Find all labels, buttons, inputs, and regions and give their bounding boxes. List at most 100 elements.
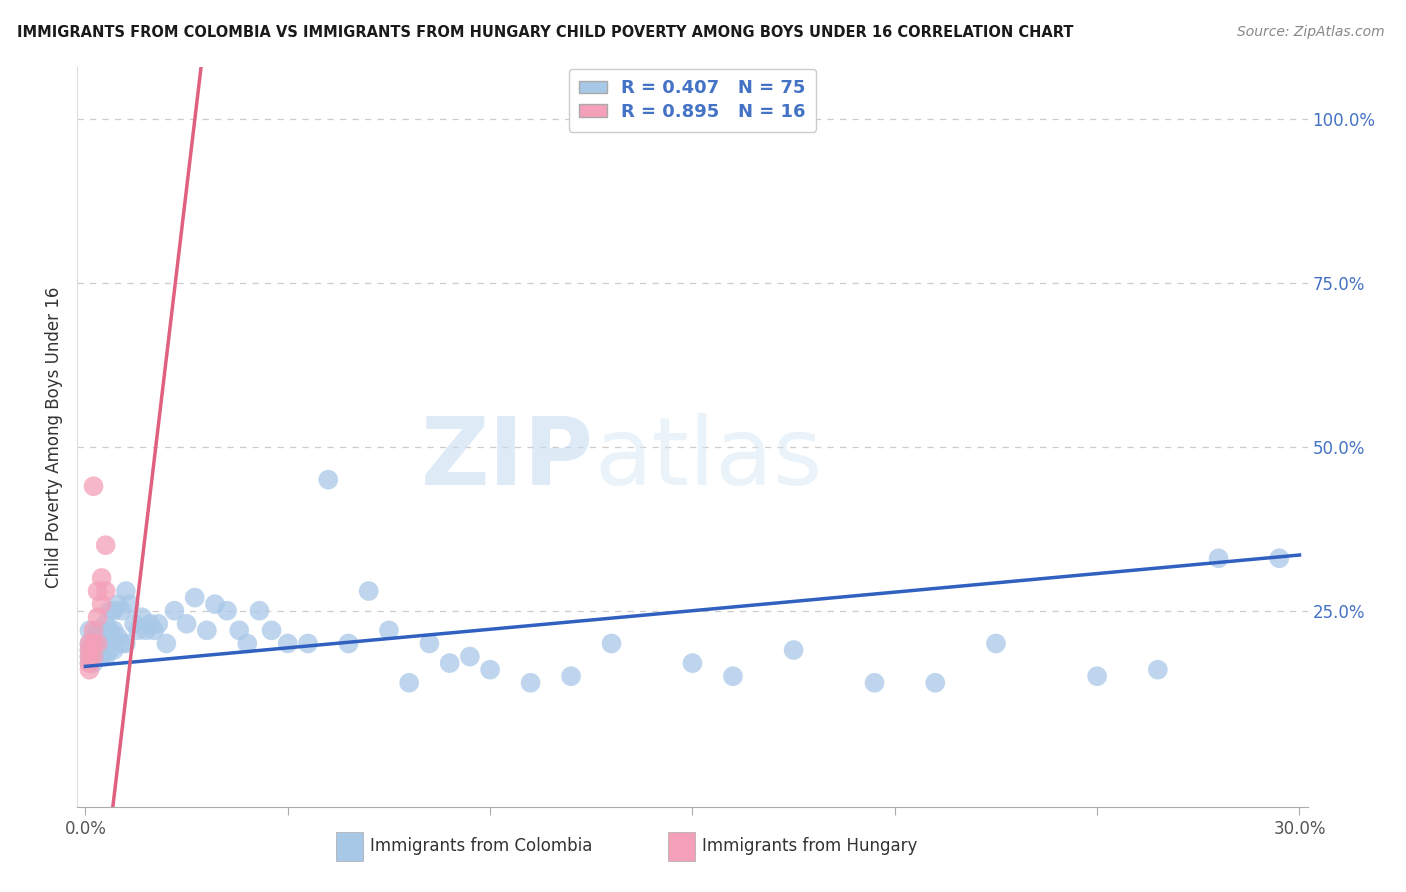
Point bbox=[236, 636, 259, 650]
Point bbox=[163, 604, 186, 618]
Point bbox=[103, 624, 125, 638]
Point bbox=[1208, 551, 1230, 566]
Point bbox=[782, 643, 804, 657]
Point bbox=[90, 571, 112, 585]
Point bbox=[86, 649, 108, 664]
Point bbox=[98, 604, 121, 618]
Point bbox=[79, 643, 101, 657]
Point bbox=[135, 624, 157, 638]
Point bbox=[83, 636, 105, 650]
Point bbox=[439, 656, 461, 670]
Point bbox=[86, 643, 108, 657]
Point bbox=[148, 616, 170, 631]
Text: atlas: atlas bbox=[595, 413, 823, 505]
Point bbox=[83, 649, 105, 664]
Point bbox=[83, 636, 105, 650]
Point bbox=[94, 538, 117, 552]
Point bbox=[94, 630, 117, 644]
Point bbox=[83, 630, 105, 644]
Point bbox=[183, 591, 205, 605]
Bar bbox=[336, 832, 363, 861]
Point bbox=[90, 597, 112, 611]
Point bbox=[378, 624, 401, 638]
Point bbox=[79, 649, 101, 664]
Text: Immigrants from Hungary: Immigrants from Hungary bbox=[703, 838, 918, 855]
Point bbox=[79, 636, 101, 650]
Point bbox=[94, 584, 117, 599]
Point bbox=[90, 649, 112, 664]
Point bbox=[1147, 663, 1170, 677]
Point bbox=[863, 675, 886, 690]
Point bbox=[122, 616, 145, 631]
Point bbox=[458, 649, 481, 664]
Text: ZIP: ZIP bbox=[422, 413, 595, 505]
Point bbox=[103, 604, 125, 618]
Point bbox=[83, 649, 105, 664]
Point bbox=[924, 675, 946, 690]
Point bbox=[176, 616, 198, 631]
Point bbox=[115, 636, 138, 650]
Point bbox=[86, 636, 108, 650]
Point bbox=[94, 616, 117, 631]
Point bbox=[83, 643, 105, 657]
Point bbox=[277, 636, 299, 650]
Point bbox=[79, 656, 101, 670]
Point bbox=[398, 675, 420, 690]
Point bbox=[98, 624, 121, 638]
Point bbox=[127, 624, 149, 638]
Point bbox=[600, 636, 623, 650]
Point bbox=[204, 597, 226, 611]
Point bbox=[86, 636, 108, 650]
Point bbox=[1268, 551, 1291, 566]
Point bbox=[721, 669, 744, 683]
Point bbox=[682, 656, 704, 670]
Point bbox=[115, 584, 138, 599]
Point bbox=[83, 656, 105, 670]
Text: Source: ZipAtlas.com: Source: ZipAtlas.com bbox=[1237, 25, 1385, 39]
Point bbox=[316, 473, 339, 487]
Point bbox=[143, 624, 166, 638]
Point bbox=[90, 624, 112, 638]
Point bbox=[94, 649, 117, 664]
Bar bbox=[668, 832, 695, 861]
Point bbox=[90, 636, 112, 650]
Point bbox=[107, 597, 129, 611]
Point bbox=[479, 663, 502, 677]
Point bbox=[98, 643, 121, 657]
Point bbox=[118, 597, 141, 611]
Point bbox=[418, 636, 440, 650]
Point bbox=[79, 663, 101, 677]
Point bbox=[297, 636, 319, 650]
Point bbox=[260, 624, 283, 638]
Point bbox=[86, 584, 108, 599]
Point bbox=[79, 656, 101, 670]
Point bbox=[111, 636, 134, 650]
Point bbox=[86, 624, 108, 638]
Point bbox=[83, 479, 105, 493]
Point bbox=[131, 610, 153, 624]
Point bbox=[1085, 669, 1108, 683]
Point bbox=[228, 624, 250, 638]
Point bbox=[79, 649, 101, 664]
Point bbox=[86, 610, 108, 624]
Point bbox=[984, 636, 1007, 650]
Point bbox=[337, 636, 360, 650]
Point bbox=[107, 630, 129, 644]
Y-axis label: Child Poverty Among Boys Under 16: Child Poverty Among Boys Under 16 bbox=[45, 286, 63, 588]
Point bbox=[155, 636, 177, 650]
Point bbox=[83, 624, 105, 638]
Point bbox=[215, 604, 238, 618]
Point bbox=[249, 604, 271, 618]
Point bbox=[519, 675, 541, 690]
Point bbox=[79, 636, 101, 650]
Point bbox=[79, 643, 101, 657]
Text: Immigrants from Colombia: Immigrants from Colombia bbox=[370, 838, 592, 855]
Point bbox=[79, 624, 101, 638]
Text: IMMIGRANTS FROM COLOMBIA VS IMMIGRANTS FROM HUNGARY CHILD POVERTY AMONG BOYS UND: IMMIGRANTS FROM COLOMBIA VS IMMIGRANTS F… bbox=[17, 25, 1073, 40]
Point bbox=[560, 669, 582, 683]
Point bbox=[357, 584, 380, 599]
Point bbox=[139, 616, 162, 631]
Point bbox=[111, 604, 134, 618]
Legend: R = 0.407   N = 75, R = 0.895   N = 16: R = 0.407 N = 75, R = 0.895 N = 16 bbox=[568, 69, 817, 132]
Point bbox=[195, 624, 218, 638]
